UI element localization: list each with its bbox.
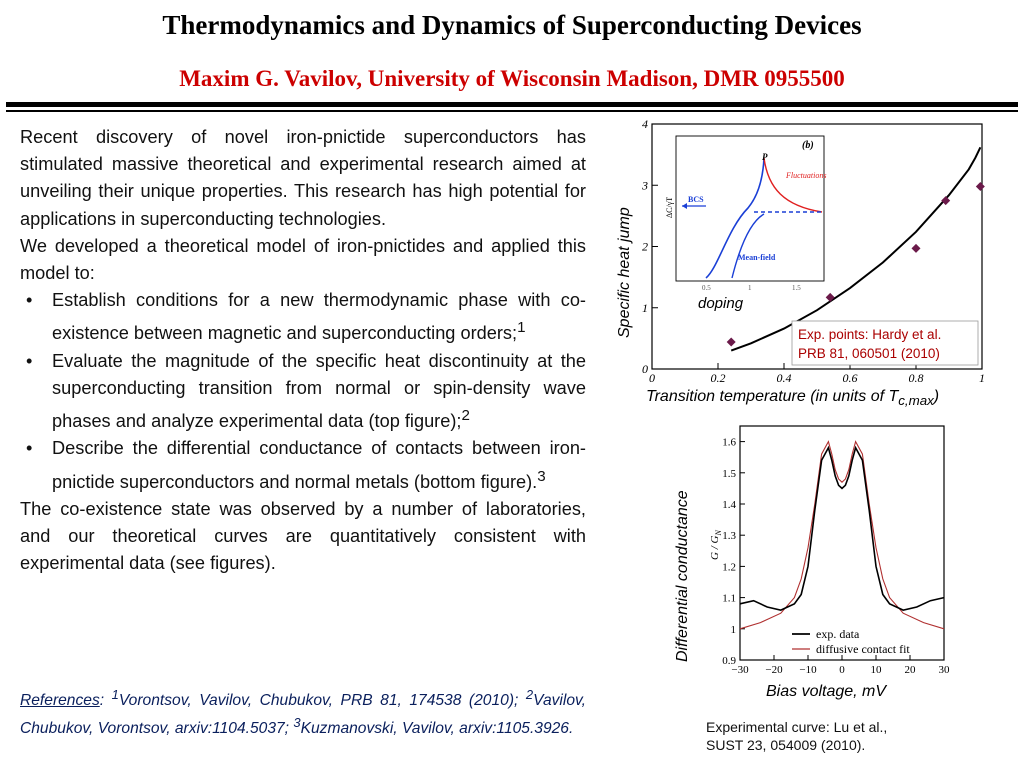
- header-rule-thick: [6, 102, 1018, 107]
- y-tick-label: 3: [641, 178, 648, 192]
- bullet-text: Establish conditions for a new thermodyn…: [52, 290, 586, 344]
- paragraph-model: We developed a theoretical model of iron…: [20, 235, 586, 284]
- bullet-superscript: 3: [537, 467, 546, 485]
- y-tick-label: 0: [642, 362, 648, 376]
- legend-exp-label: exp. data: [816, 627, 860, 641]
- bullet-text: Evaluate the magnitude of the specific h…: [52, 350, 586, 432]
- bullet-item: Establish conditions for a new thermodyn…: [20, 287, 586, 347]
- x-tick-label: 30: [939, 664, 951, 676]
- x-tick-label: 0.8: [909, 371, 924, 385]
- y-tick-label: 1: [731, 624, 737, 636]
- conductance-outer-ylabel: Differential conductance: [674, 490, 691, 662]
- inset-xtick: 1.5: [792, 284, 801, 292]
- x-tick-label: 0.6: [843, 371, 858, 385]
- x-tick-label: −20: [765, 664, 783, 676]
- y-tick-label: 1.2: [722, 561, 736, 573]
- legend-line-2: PRB 81, 060501 (2010): [798, 346, 940, 361]
- data-point: [975, 181, 985, 191]
- y-tick-label: 1.5: [722, 468, 736, 480]
- bottom-figure-caption: Experimental curve: Lu et al., SUST 23, …: [706, 718, 887, 754]
- inset-meanfield-curve: [731, 213, 765, 279]
- y-tick-label: 1.6: [722, 437, 736, 449]
- data-point: [911, 243, 921, 253]
- inset-label-fluct: Fluctuations: [785, 171, 826, 180]
- inner-ylabel-sub: N: [714, 530, 723, 537]
- legend-line-1: Exp. points: Hardy et al.: [798, 327, 941, 342]
- inset-fluct-curve: [763, 157, 823, 213]
- inset-ylabel: ΔC/γT: [665, 197, 674, 218]
- data-point: [726, 337, 736, 347]
- x-tick-label: 0.2: [711, 371, 726, 385]
- x-tick-label: 0: [839, 664, 845, 676]
- reference-3: Kuzmanovski, Vavilov, arxiv:1105.3926.: [300, 720, 574, 738]
- data-point: [941, 196, 951, 206]
- bullet-superscript: 2: [461, 407, 470, 425]
- axis-ticks: −30 −20 −10 0 10 20 30 0.9 1 1.1 1.2 1.3 1.4 1.5 1.6: [722, 437, 950, 676]
- paragraph-conclusion: The co-existence state was observed by a…: [20, 498, 586, 574]
- data-point: [825, 292, 835, 302]
- fit-curve: [739, 440, 945, 630]
- xlabel-main: Transition temperature (in units of T: [646, 388, 899, 405]
- inset-xtick: 1: [748, 284, 752, 292]
- bullet-list: Establish conditions for a new thermodyn…: [20, 287, 586, 496]
- reference-2: Vavilov, Chubukov, Vorontsov, arxiv:1104…: [20, 692, 586, 738]
- inset-panel-label: (b): [802, 140, 814, 151]
- inset-plot: (b) P Fluctuations BCS Mean-field ΔC/γT …: [665, 135, 826, 292]
- x-tick-label: 0: [649, 371, 655, 385]
- x-tick-label: −10: [799, 664, 817, 676]
- doping-annotation: doping: [698, 295, 744, 312]
- inner-ylabel: G / GN: [709, 530, 723, 560]
- x-tick-label: 0.4: [777, 371, 792, 385]
- ref-sup-1: 1: [111, 687, 119, 702]
- inset-label-bcs: BCS: [688, 195, 704, 204]
- references-colon: :: [99, 692, 112, 710]
- paragraph-intro: Recent discovery of novel iron-pnictide …: [20, 127, 586, 229]
- bullet-item: Evaluate the magnitude of the specific h…: [20, 348, 586, 436]
- main-text: Recent discovery of novel iron-pnictide …: [20, 124, 586, 577]
- bullet-item: Describe the differential conductance of…: [20, 435, 586, 495]
- theory-curve: [730, 146, 982, 352]
- caption-line-2: SUST 23, 054009 (2010).: [706, 737, 866, 753]
- y-tick-label: 0.9: [722, 655, 736, 667]
- x-tick-label: 1: [979, 371, 985, 385]
- y-tick-label: 1: [642, 301, 648, 315]
- author-line: Maxim G. Vavilov, University of Wisconsi…: [179, 66, 845, 91]
- references-heading: References: [20, 692, 100, 710]
- xlabel-sub: c,max: [898, 393, 934, 409]
- y-tick-label: 2: [642, 240, 648, 254]
- bullet-text: Describe the differential conductance of…: [52, 438, 586, 492]
- exp-data-curve: [739, 445, 945, 611]
- x-tick-label: 20: [905, 664, 917, 676]
- specific-heat-xlabel: Transition temperature (in units of Tc,m…: [646, 388, 939, 408]
- legend-fit-label: diffusive contact fit: [816, 642, 910, 656]
- inner-ylabel-main: G / G: [709, 536, 721, 561]
- specific-heat-ylabel: Specific heat jump: [616, 207, 633, 338]
- legend-box: [791, 320, 979, 366]
- inset-label-meanfield: Mean-field: [738, 253, 776, 262]
- y-tick-label: 1.4: [722, 499, 736, 511]
- y-tick-label: 1.3: [722, 530, 736, 542]
- y-tick-label: 4: [642, 118, 648, 131]
- reference-1: Vorontsov, Vavilov, Chubukov, PRB 81, 17…: [118, 692, 526, 710]
- data-points: [726, 181, 985, 347]
- conductance-xlabel: Bias voltage, mV: [766, 683, 887, 700]
- ref-sup-2: 2: [525, 687, 534, 702]
- specific-heat-chart: 0 0.2 0.4 0.6 0.8 1 0 1 2 3 4 doping Exp. points: …: [641, 118, 985, 385]
- ref-sup-3: 3: [293, 715, 301, 731]
- references: References: 1Vorontsov, Vavilov, Chubuko…: [20, 684, 586, 740]
- page-title: Thermodynamics and Dynamics of Supercond…: [162, 10, 862, 40]
- header-rule-thin: [6, 110, 1018, 112]
- x-tick-label: −30: [731, 664, 749, 676]
- x-tick-label: 10: [871, 664, 883, 676]
- inset-xtick: 0.5: [702, 284, 711, 292]
- y-tick-label: 1.1: [722, 593, 736, 605]
- bullet-superscript: 1: [517, 319, 526, 337]
- conductance-chart: −30 −20 −10 0 10 20 30 0.9 1 1.1 1.2 1.3 1.4 1.5 1.6 G…: [709, 425, 950, 676]
- plot-frame: [739, 425, 945, 661]
- xlabel-end: ): [933, 388, 940, 405]
- inset-label-p: P: [762, 152, 768, 162]
- inset-bcs-curve: [705, 157, 765, 279]
- caption-line-1: Experimental curve: Lu et al.,: [706, 719, 888, 735]
